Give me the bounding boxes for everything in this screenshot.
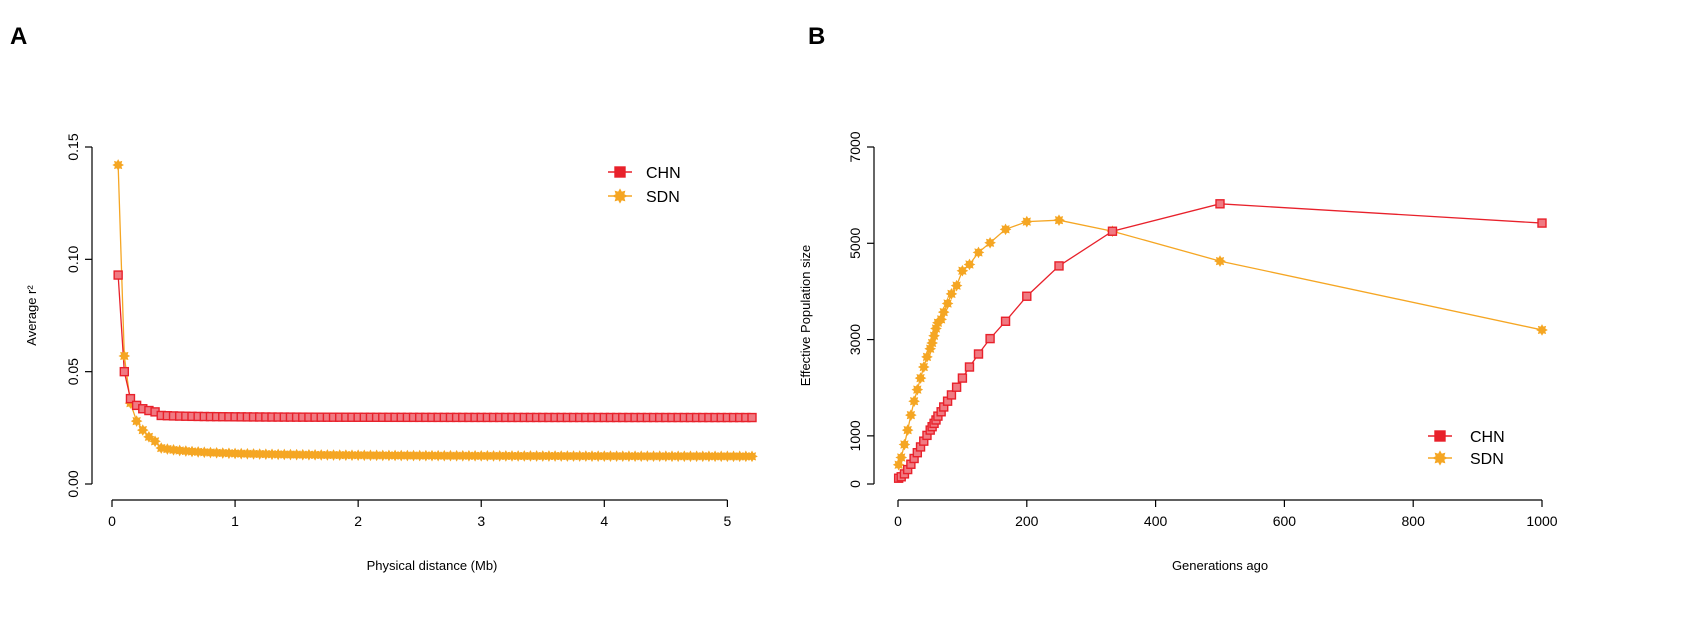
data-point-sdn: [926, 337, 938, 349]
x-tick-label: 2: [354, 513, 362, 529]
data-point-chn: [1000, 316, 1011, 326]
data-point-sdn: [963, 258, 976, 271]
data-point-sdn: [972, 246, 985, 259]
y-tick-label: 3000: [847, 324, 863, 355]
x-tick-label: 600: [1273, 513, 1297, 529]
x-tick-label: 1: [231, 513, 239, 529]
legend-label-chn: CHN: [646, 165, 681, 182]
y-axis-title: Effective Population size: [798, 245, 813, 386]
data-point-sdn: [130, 415, 143, 427]
data-point-sdn: [921, 351, 933, 363]
data-point-sdn: [928, 329, 940, 342]
legend-marker-chn: [1434, 430, 1446, 442]
x-tick-label: 1000: [1526, 513, 1557, 529]
legend-marker-sdn: [1432, 450, 1448, 466]
x-tick-label: 400: [1144, 513, 1168, 529]
data-point-sdn: [1053, 214, 1065, 226]
data-point-chn: [1022, 291, 1032, 301]
data-point-sdn: [895, 451, 908, 464]
data-point-sdn: [746, 450, 758, 463]
data-point-sdn: [950, 279, 963, 292]
data-point-sdn: [908, 395, 920, 408]
data-point-chn: [119, 366, 130, 377]
data-point-chn: [1215, 199, 1225, 209]
y-tick-label: 0.15: [65, 133, 81, 160]
y-tick-label: 0.05: [65, 358, 81, 385]
data-point-sdn: [149, 435, 161, 448]
y-axis-title: Average r²: [24, 285, 39, 346]
legend-label-chn: CHN: [1470, 429, 1505, 446]
x-tick-label: 5: [723, 513, 731, 529]
data-point-sdn: [1020, 215, 1033, 228]
data-point-chn: [1054, 261, 1064, 271]
panel-label: B: [808, 23, 825, 50]
data-point-sdn: [917, 361, 930, 373]
data-point-chn: [985, 333, 995, 344]
data-point-sdn: [999, 223, 1012, 236]
x-tick-label: 3: [477, 513, 485, 529]
x-tick-label: 4: [600, 513, 608, 529]
legend-label-sdn: SDN: [1470, 451, 1504, 468]
data-point-sdn: [1536, 324, 1548, 336]
x-tick-label: 0: [108, 513, 116, 529]
x-tick-label: 200: [1015, 513, 1039, 529]
data-point-sdn: [143, 431, 155, 443]
x-axis-title: Generations ago: [1172, 558, 1268, 573]
x-axis-title: Physical distance (Mb): [367, 558, 498, 573]
y-tick-label: 0.10: [65, 245, 81, 272]
panel-label: A: [10, 23, 27, 50]
panel-a: A 0.00 0.05 0.10 0.15 0 1 2 3 4 5 Physical distance…: [10, 23, 758, 573]
y-tick-label: 0: [847, 480, 863, 488]
data-point-chn: [125, 393, 136, 404]
data-point-chn: [113, 270, 123, 280]
panel-b: B 0 1000 3000 5000 7000 0 200 400 600 800 1000 Gener…: [798, 23, 1558, 573]
data-point-sdn: [945, 288, 958, 300]
data-point-sdn: [118, 350, 131, 362]
data-point-chn: [1107, 226, 1118, 236]
data-point-sdn: [937, 306, 950, 318]
legend-marker-chn: [614, 166, 626, 178]
data-point-sdn: [941, 297, 954, 310]
data-point-chn: [973, 349, 984, 359]
x-tick-label: 0: [894, 513, 902, 529]
data-point-sdn: [112, 159, 124, 171]
data-point-sdn: [905, 409, 917, 421]
data-point-sdn: [956, 264, 969, 277]
data-point-sdn: [911, 383, 924, 396]
y-tick-label: 1000: [847, 420, 863, 451]
y-tick-label: 0.00: [65, 470, 81, 497]
data-point-sdn: [898, 438, 911, 451]
data-point-sdn: [1214, 255, 1226, 267]
x-tick-label: 800: [1402, 513, 1426, 529]
y-tick-label: 7000: [847, 131, 863, 162]
data-point-chn: [747, 412, 757, 423]
legend-label-sdn: SDN: [646, 189, 680, 206]
data-point-chn: [1537, 218, 1547, 228]
data-point-sdn: [984, 236, 996, 249]
data-point-sdn: [136, 424, 149, 436]
data-point-chn: [951, 382, 962, 392]
data-point-chn: [946, 390, 957, 400]
y-tick-label: 5000: [847, 228, 863, 259]
data-point-sdn: [901, 424, 914, 436]
series-line-chn: [117, 275, 752, 419]
legend-marker-sdn: [612, 188, 628, 204]
data-point-chn: [957, 373, 968, 383]
data-point-sdn: [914, 372, 927, 384]
data-point-chn: [964, 362, 975, 372]
